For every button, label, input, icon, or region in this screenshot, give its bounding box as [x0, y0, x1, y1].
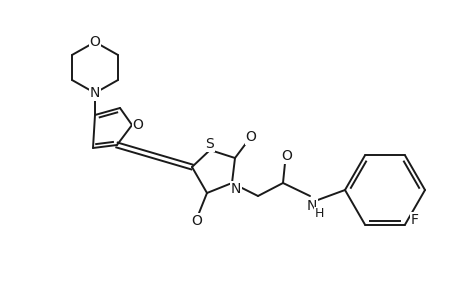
- Text: O: O: [245, 130, 256, 144]
- Text: O: O: [281, 149, 292, 163]
- Text: N: N: [90, 86, 100, 100]
- Text: O: O: [132, 118, 143, 132]
- Text: S: S: [205, 137, 214, 151]
- Text: H: H: [313, 208, 323, 220]
- Text: O: O: [191, 214, 202, 228]
- Text: O: O: [90, 35, 100, 49]
- Text: F: F: [410, 213, 418, 226]
- Text: N: N: [306, 199, 317, 213]
- Text: N: N: [230, 182, 241, 196]
